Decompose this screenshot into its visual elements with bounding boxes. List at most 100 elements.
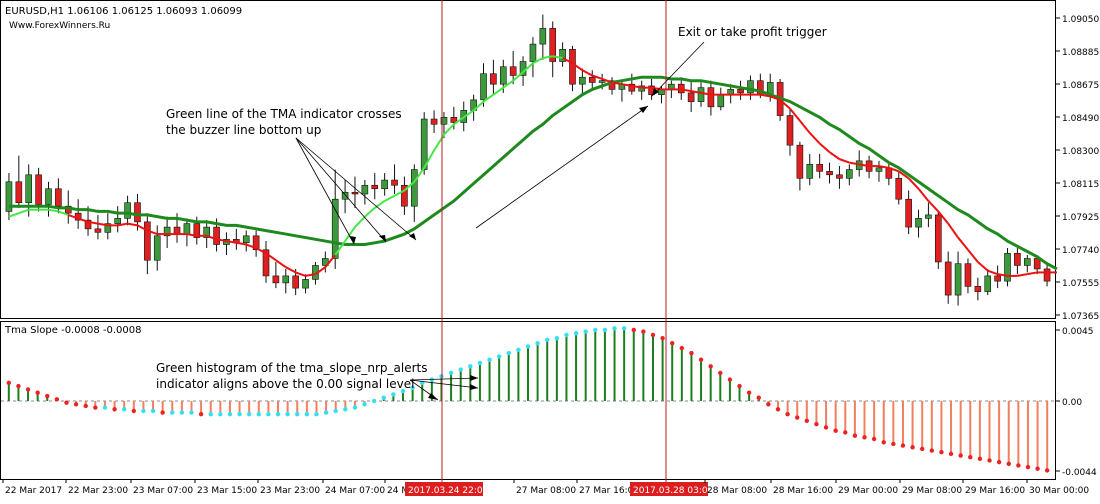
tma-fast-segment (611, 81, 623, 86)
arrowhead-cross-2 (379, 235, 386, 242)
candle (272, 261, 280, 289)
price-axis-label: 1.08300 (1062, 147, 1099, 157)
tma-fast-segment (542, 55, 553, 60)
tma-fast-segment (147, 229, 158, 236)
arrowhead-hist-3 (470, 384, 478, 390)
slope-dot-rising (371, 398, 377, 404)
candle (994, 265, 1001, 289)
tma-fast-segment (314, 266, 326, 275)
tma-fast-segment (305, 273, 316, 277)
bear-candle-body (786, 115, 794, 146)
bull-candle-body (846, 169, 853, 179)
candle (786, 108, 794, 156)
candle (25, 164, 33, 217)
slope-dot-rising (102, 405, 108, 410)
candle (1043, 261, 1051, 287)
tma-fast-segment (907, 177, 920, 190)
bear-candle-body (35, 174, 42, 205)
slope-dot-falling (93, 405, 98, 410)
tma-fast-segment (917, 188, 930, 202)
slope-dot-rising (237, 412, 242, 417)
tma-fast-segment (285, 266, 297, 274)
bear-candle-body (134, 202, 141, 223)
tma-fast-segment (463, 109, 475, 119)
time-axis-label: 22 Mar 23:00 (68, 486, 128, 496)
slope-dot-falling (910, 445, 915, 450)
slope-dot-falling (54, 397, 60, 402)
candle (826, 162, 833, 184)
candle (351, 176, 359, 208)
bear-candle-body (707, 87, 715, 108)
candle (242, 230, 250, 252)
tma-fast-segment (839, 158, 850, 164)
slope-dot-falling (689, 350, 694, 356)
bear-candle-body (430, 118, 438, 125)
tma-fast-segment (482, 93, 494, 103)
bear-candle-body (588, 76, 596, 83)
tma-fast-segment (552, 55, 563, 60)
slope-dot-rising (602, 327, 608, 333)
slope-dot-falling (83, 403, 88, 409)
slope-dot-rising (295, 412, 300, 417)
bear-candle-body (628, 83, 636, 92)
slope-dot-falling (708, 364, 713, 369)
candle (15, 155, 23, 208)
slope-dot-rising (170, 410, 175, 415)
bull-candle-body (499, 66, 507, 85)
tma-fast-segment (859, 163, 870, 168)
slope-dot-falling (766, 402, 771, 407)
candle (539, 14, 547, 60)
tma-fast-segment (97, 222, 108, 227)
slope-dot-rising (487, 357, 492, 362)
slope-dot-falling (939, 450, 944, 455)
slope-dot-rising (150, 408, 156, 414)
tma-fast-segment (591, 74, 603, 80)
slope-dot-falling (920, 446, 925, 452)
tma-fast-segment (423, 149, 435, 169)
tma-fast-segment (117, 222, 128, 227)
slope-dot-falling (670, 340, 675, 346)
bull-candle-body (806, 164, 814, 179)
price-axis-label: 1.08885 (1062, 48, 1099, 58)
bull-candle-body (697, 87, 705, 102)
tma-fast-segment (987, 269, 998, 276)
candle (816, 153, 823, 179)
candle (549, 21, 557, 78)
candle (925, 202, 932, 228)
bear-candle-body (15, 181, 23, 204)
slope-dot-falling (73, 402, 79, 407)
slope-dot-falling (929, 448, 935, 453)
bull-candle-body (747, 80, 754, 94)
candle (114, 206, 121, 233)
bull-candle-body (124, 202, 131, 219)
tma-fast-segment (522, 62, 534, 73)
bull-candle-body (153, 235, 161, 261)
bull-candle-body (539, 28, 547, 45)
candle (984, 268, 992, 296)
sub-title: Tma Slope -0.0008 -0.0008 (4, 325, 141, 336)
slope-dot-rising (468, 364, 473, 369)
tma-fast-segment (206, 234, 217, 241)
slope-dot-falling (948, 451, 954, 457)
tma-fast-segment (651, 86, 662, 91)
slope-dot-falling (900, 443, 906, 448)
arrowhead-hist-2 (470, 375, 478, 381)
watermark: Www.ForexWinners.Ru (9, 21, 110, 31)
bear-candle-body (944, 261, 952, 296)
time-axis-label: 24 M (387, 486, 409, 496)
slope-dot-falling (45, 393, 50, 399)
tma-fast-segment (255, 247, 267, 255)
candle (905, 190, 912, 235)
tma-fast-segment (957, 236, 969, 251)
tma-fast-segment (769, 95, 781, 101)
time-axis-label: 29 Mar 08:00 (902, 486, 962, 496)
bear-candle-body (974, 286, 982, 292)
candle (806, 153, 814, 186)
tma-fast-segment (324, 254, 336, 268)
slope-dot-falling (814, 421, 819, 427)
bull-candle-body (411, 169, 418, 207)
tma-fast-segment (226, 240, 237, 244)
candle (796, 141, 804, 191)
slope-dot-falling (718, 370, 723, 376)
candle (420, 112, 428, 175)
